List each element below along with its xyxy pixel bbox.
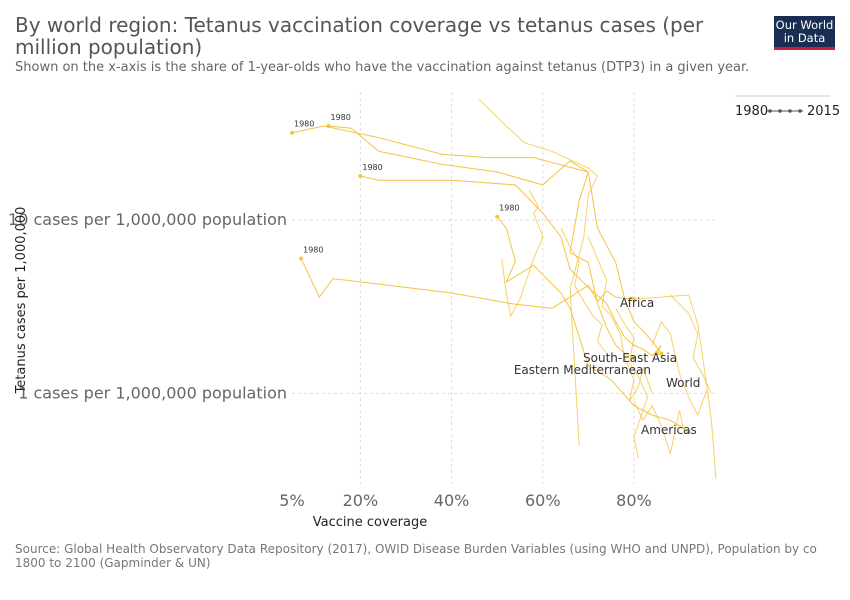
source-note: Source: Global Health Observatory Data R… [15,542,850,570]
series-line [300,258,634,309]
series-line [291,125,662,354]
series-line [360,175,662,357]
x-tick-label: 40% [434,491,470,510]
series-start-point [495,214,500,219]
timeline-start-label: 1980 [735,104,768,119]
chart-title: By world region: Tetanus vaccination cov… [15,13,704,59]
series-start-point [290,130,294,135]
timeline-dot [798,109,802,113]
chart-svg: 10 cases per 1,000,000 population 1 cases… [8,92,840,530]
logo-line-2: in Data [783,31,826,45]
series-start-point [358,174,363,179]
logo-line-1: Our World [775,18,834,32]
owid-logo[interactable]: Our World in Data [774,16,835,50]
x-tick-label: 60% [525,491,561,510]
x-tick-label: 5% [279,491,304,510]
series-label: Eastern Mediterranean [514,363,651,377]
x-tick-label: 80% [616,491,652,510]
timeline-dot [788,109,792,113]
series-end-point [631,297,636,302]
start-year-label: 1980 [303,246,323,255]
source-line-2: 1800 to 2100 (Gapminder & UN) [15,556,211,570]
trajectory-line [560,227,608,354]
x-tick-label: 20% [343,491,379,510]
series-label: Americas [641,423,697,437]
y-tick-label: 1 cases per 1,000,000 population [18,383,287,402]
series-end-point [686,429,691,434]
y-axis-label: Tetanus cases per 1,000,000 [14,207,29,395]
trajectory-line [670,294,712,394]
source-line-1: Source: Global Health Observatory Data R… [15,542,817,556]
trajectory-line [633,294,717,480]
trajectory-line [501,189,544,318]
start-year-label: 1980 [294,120,314,129]
series-line [496,216,689,433]
start-year-label: 1980 [499,204,519,213]
series-label: World [666,376,700,390]
series-start-point [299,256,304,261]
series-label: South-East Asia [583,351,677,365]
trajectory-line [651,320,708,417]
x-axis-label: Vaccine coverage [313,515,427,530]
series-label: Africa [620,296,654,310]
trajectory-line [478,98,599,446]
timeline-dot [778,109,782,113]
trajectory-line [633,401,685,456]
series-end-point [654,351,659,356]
start-year-label: 1980 [330,113,350,122]
timeline-dot [768,109,772,113]
series-end-point [659,351,664,356]
trajectory-line [615,308,649,459]
series-end-point [631,356,636,361]
chart-subtitle: Shown on the x-axis is the share of 1-ye… [15,60,750,75]
timeline-end-label: 2015 [807,104,840,119]
trajectory-line [587,236,653,402]
y-tick-label: 10 cases per 1,000,000 population [8,210,287,229]
start-year-label: 1980 [362,163,382,172]
series-line [328,125,635,359]
